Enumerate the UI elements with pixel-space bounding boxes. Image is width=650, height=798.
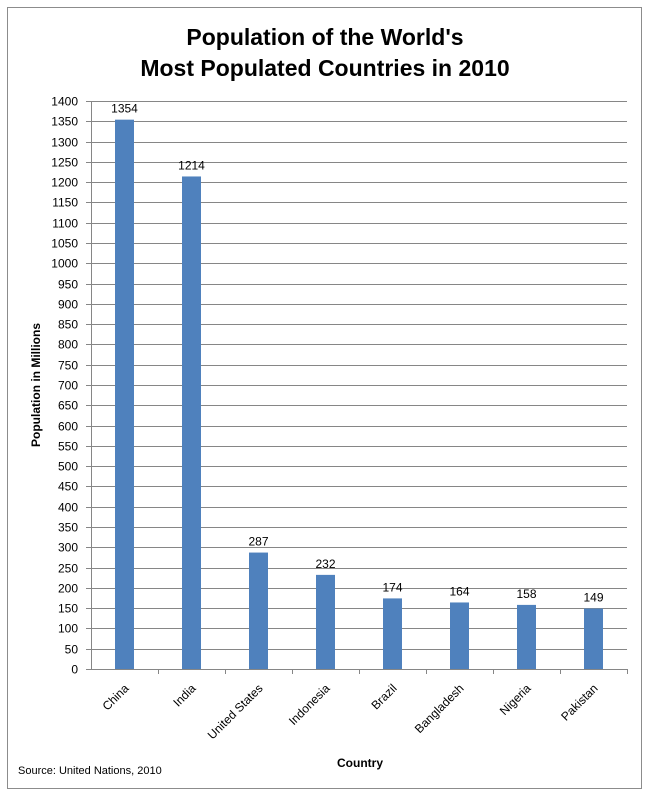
bar-china — [115, 119, 134, 670]
y-tick-label: 1300 — [51, 136, 78, 150]
y-tick-label: 250 — [58, 562, 78, 576]
y-tick-label: 200 — [58, 582, 78, 596]
y-tick-label: 1350 — [51, 115, 78, 129]
data-label: 164 — [449, 584, 469, 598]
y-tick-label: 300 — [58, 541, 78, 555]
x-tick-label: India — [170, 681, 199, 710]
y-tick-label: 1250 — [51, 156, 78, 170]
y-tick-label: 400 — [58, 501, 78, 515]
y-tick-label: 1400 — [51, 95, 78, 109]
bar-nigeria — [517, 604, 536, 669]
bar-bangladesh — [450, 602, 469, 669]
bar-brazil — [383, 598, 402, 669]
y-tick-label: 500 — [58, 460, 78, 474]
y-tick-labels: 0 50 100 150 200 250 300 350 400 450 500 550 600 650 7… — [51, 95, 78, 677]
x-tick-label: Nigeria — [497, 681, 534, 718]
y-axis-label: Population in Millions — [29, 323, 43, 447]
bar-united-states — [249, 552, 268, 669]
x-tick-label: Bangladesh — [412, 681, 467, 736]
y-tick-label: 900 — [58, 298, 78, 312]
data-label: 287 — [248, 535, 268, 549]
y-tick-label: 1200 — [51, 176, 78, 190]
y-tick-label: 650 — [58, 399, 78, 413]
bar-indonesia — [316, 574, 335, 669]
bar-pakistan — [584, 608, 603, 669]
y-tick-label: 550 — [58, 440, 78, 454]
chart-title: Population of the World's Most Populated… — [0, 22, 650, 84]
gridlines — [91, 101, 627, 650]
data-label: 149 — [583, 591, 603, 605]
data-label: 1214 — [178, 158, 205, 172]
y-tick-label: 50 — [65, 643, 79, 657]
chart-title-line-1: Population of the World's — [186, 24, 464, 50]
bars — [115, 119, 603, 670]
data-label: 1354 — [111, 102, 138, 116]
y-tick-label: 700 — [58, 379, 78, 393]
y-tick-label: 450 — [58, 480, 78, 494]
y-tick-label: 1000 — [51, 257, 78, 271]
y-tick-label: 100 — [58, 622, 78, 636]
x-tick-label: Brazil — [368, 681, 399, 712]
axes — [86, 101, 628, 674]
data-labels: 1354 1214 287 232 174 164 158 149 — [111, 102, 604, 605]
data-label: 158 — [516, 587, 536, 601]
x-tick-labels: China India United States Indonesia Brazil Ba… — [100, 681, 601, 742]
x-tick-label: Pakistan — [558, 681, 600, 723]
x-tick-label: Indonesia — [286, 681, 333, 728]
data-label: 174 — [382, 580, 402, 594]
y-tick-label: 800 — [58, 338, 78, 352]
x-axis-label: Country — [337, 756, 383, 770]
y-tick-label: 0 — [71, 663, 78, 677]
y-tick-label: 850 — [58, 318, 78, 332]
data-label: 232 — [315, 557, 335, 571]
y-tick-label: 1100 — [52, 217, 78, 231]
x-tick-label: United States — [205, 681, 266, 742]
y-tick-label: 1150 — [52, 196, 78, 210]
y-tick-label: 950 — [58, 278, 78, 292]
source-note: Source: United Nations, 2010 — [18, 765, 162, 777]
y-tick-label: 600 — [58, 420, 78, 434]
chart-title-line-2: Most Populated Countries in 2010 — [140, 55, 510, 81]
y-tick-label: 1050 — [51, 237, 78, 251]
y-tick-label: 150 — [58, 602, 78, 616]
bar-india — [182, 176, 201, 669]
y-tick-label: 750 — [58, 359, 78, 373]
x-tick-label: China — [100, 681, 132, 713]
y-tick-label: 350 — [58, 521, 78, 535]
